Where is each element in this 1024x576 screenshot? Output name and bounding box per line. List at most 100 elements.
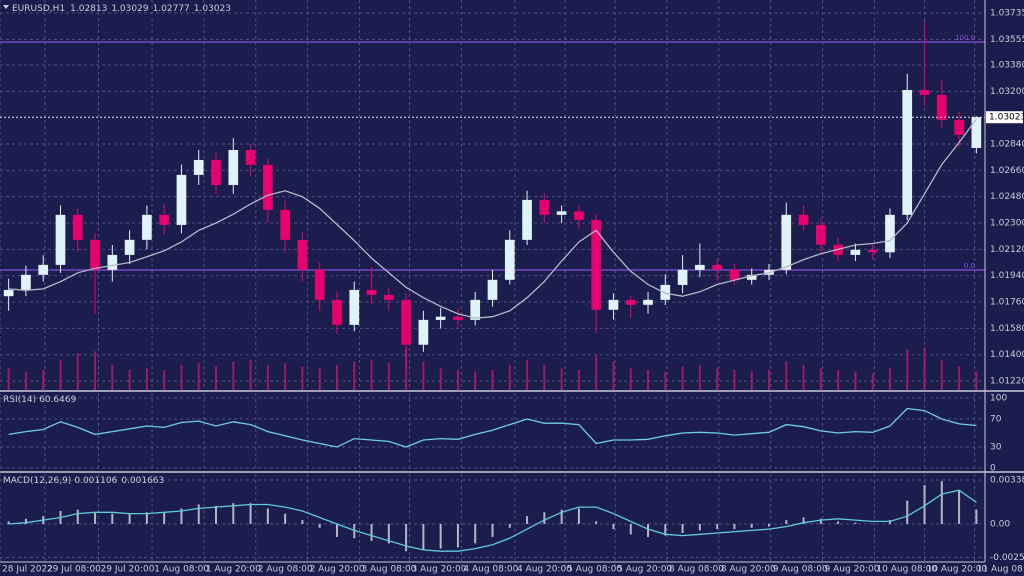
volume-bar (439, 368, 442, 390)
volume-bar (612, 361, 615, 390)
macd-histogram-bar (180, 508, 183, 524)
mark-layer (0, 21, 985, 552)
x-tick-label: 8 Aug 20:00 (721, 565, 776, 575)
y-tick-label: 1.02300 (990, 219, 1024, 229)
volume-bar (474, 371, 477, 390)
volume-bar (698, 364, 701, 390)
volume-bar (59, 359, 62, 390)
y-tick-label: 1.01940 (990, 271, 1024, 281)
candle-body (625, 299, 636, 305)
volume-bar (958, 366, 961, 390)
candle-body (435, 316, 446, 320)
macd-histogram-bar (629, 523, 632, 535)
volume-bar (750, 371, 753, 390)
candle-body (746, 274, 757, 280)
y-tick-label: 1.01400 (990, 350, 1024, 360)
y-tick-label: 0 (990, 463, 996, 473)
macd-title: MACD(12,26,9) (3, 476, 71, 486)
candle-body (591, 219, 602, 310)
macd-histogram-bar (318, 523, 321, 528)
candle-body (487, 279, 498, 300)
volume-bar (681, 366, 684, 390)
candle-body (401, 299, 411, 345)
candle-body (522, 199, 532, 240)
candle-body (677, 269, 688, 285)
x-tick-label: 8 Aug 08:00 (669, 565, 724, 575)
x-tick-label: 4 Aug 08:00 (463, 565, 518, 575)
volume-bar (353, 361, 356, 390)
macd-histogram-bar (785, 520, 788, 524)
macd-histogram-bar (526, 516, 529, 524)
macd-histogram-bar (456, 523, 459, 548)
y-tick-label: 1.01220 (990, 377, 1024, 387)
macd-histogram-bar (491, 523, 494, 537)
x-tick-label: 2 Aug 08:00 (258, 565, 313, 575)
volume-bar (7, 368, 10, 390)
candle-body (211, 159, 221, 185)
volume-bar (629, 368, 632, 390)
y-tick-label: 1.03200 (990, 87, 1024, 97)
macd-histogram-bar (145, 512, 148, 524)
macd-histogram-bar (543, 512, 546, 524)
moving-average (8, 118, 977, 319)
x-tick-label: 11 Aug 08:00 (977, 565, 1024, 575)
candle-body (245, 150, 256, 165)
candle-body (55, 214, 66, 265)
candle-body (453, 316, 463, 320)
volume-bar (923, 348, 926, 390)
volume-bar (266, 364, 269, 390)
candle-body (193, 159, 204, 175)
macd-histogram-bar (577, 508, 580, 524)
macd-histogram-bar (664, 523, 667, 536)
candle-body (383, 294, 394, 300)
candle-body (971, 117, 982, 148)
y-tick-label: -0.002584 (990, 553, 1024, 563)
x-tick-label: 10 Aug 08:00 (876, 565, 937, 575)
macd-histogram-bar (508, 523, 511, 528)
y-tick-label: 1.03380 (990, 60, 1024, 70)
x-tick-label: 4 Aug 20:00 (517, 565, 572, 575)
macd-histogram-bar (94, 512, 97, 524)
macd-signal-value: 0.001663 (121, 476, 164, 486)
x-tick-label: 3 Aug 08:00 (361, 565, 416, 575)
macd-histogram-bar (681, 523, 684, 534)
candle-body (936, 94, 947, 120)
y-tick-label: 1.02480 (990, 192, 1024, 202)
x-tick-label: 5 Aug 20:00 (617, 565, 672, 575)
x-tick-label: 1 Aug 20:00 (206, 565, 261, 575)
volume-bar (819, 368, 822, 390)
y-tick-label: 1.02660 (990, 166, 1024, 176)
candle-body (574, 211, 584, 220)
rsi-title: RSI(14) (3, 395, 36, 405)
volume-bar (284, 363, 287, 390)
candle-body (263, 164, 273, 210)
candle-body (729, 269, 740, 280)
candle-body (297, 239, 308, 270)
chart-header: EURUSD,H1 1.02813 1.03029 1.02777 1.03023 (12, 4, 231, 14)
macd-histogram-bar (733, 523, 736, 530)
macd-histogram-bar (819, 518, 822, 524)
candle-body (556, 211, 567, 215)
candle-body (332, 299, 342, 325)
rsi-value: 60.6469 (39, 395, 76, 405)
volume-bar (647, 369, 650, 390)
macd-histogram-bar (76, 509, 79, 524)
y-tick-label: 1.02120 (990, 245, 1024, 255)
y-tick-label: 1.03735 (990, 9, 1024, 19)
x-tick-label: 29 Jul 08:00 (47, 565, 101, 575)
x-tick-label: 9 Aug 20:00 (825, 565, 880, 575)
macd-value: 0.001106 (74, 476, 117, 486)
candle-body (72, 214, 83, 240)
symbol: EURUSD,H1 (12, 4, 65, 14)
header-open: 1.02813 (70, 4, 107, 14)
volume-bar (422, 361, 425, 390)
symbol-menu-arrow[interactable] (3, 5, 9, 9)
y-tick-label: 1.03555 (990, 35, 1024, 45)
macd-histogram-bar (232, 503, 235, 524)
macd-histogram-bar (854, 522, 857, 524)
y-tick-label: 70 (990, 414, 1002, 424)
candle-body (21, 274, 31, 290)
candle-body (349, 289, 360, 325)
